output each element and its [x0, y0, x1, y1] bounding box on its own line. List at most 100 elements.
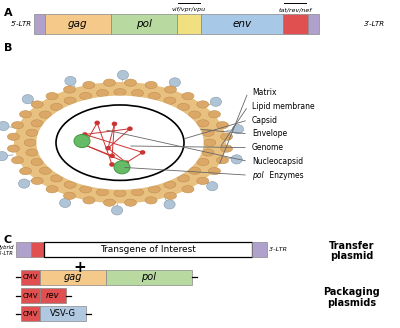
- Text: gag: gag: [64, 273, 82, 282]
- Ellipse shape: [204, 139, 216, 146]
- Ellipse shape: [216, 122, 228, 129]
- Text: CMV: CMV: [23, 311, 38, 317]
- Circle shape: [22, 94, 33, 104]
- Ellipse shape: [80, 92, 92, 100]
- Ellipse shape: [46, 92, 58, 100]
- Text: pol: pol: [252, 171, 264, 180]
- Text: Packaging: Packaging: [324, 287, 380, 297]
- Ellipse shape: [145, 197, 157, 204]
- Ellipse shape: [208, 111, 220, 118]
- Text: vif/vpr/vpu: vif/vpr/vpu: [172, 8, 206, 12]
- Ellipse shape: [124, 79, 136, 86]
- Ellipse shape: [197, 101, 209, 108]
- Text: Genome: Genome: [252, 143, 284, 152]
- Text: Lipid membrane: Lipid membrane: [252, 102, 315, 111]
- Circle shape: [60, 198, 71, 208]
- Circle shape: [124, 160, 129, 165]
- Ellipse shape: [202, 129, 214, 136]
- Ellipse shape: [189, 111, 201, 118]
- Circle shape: [232, 125, 244, 134]
- Text: CMV: CMV: [23, 275, 38, 280]
- Text: pol: pol: [136, 19, 152, 29]
- Ellipse shape: [83, 81, 95, 89]
- Ellipse shape: [178, 175, 190, 182]
- Text: Matrix: Matrix: [252, 88, 276, 97]
- Bar: [40, 306, 86, 321]
- Circle shape: [112, 122, 117, 126]
- Ellipse shape: [31, 177, 43, 185]
- Text: 3′-LTR: 3′-LTR: [364, 21, 385, 27]
- Ellipse shape: [148, 186, 160, 193]
- Ellipse shape: [26, 129, 38, 136]
- Text: gag: gag: [68, 19, 88, 29]
- Bar: [283, 14, 308, 34]
- Circle shape: [169, 78, 180, 87]
- Ellipse shape: [164, 86, 176, 93]
- Bar: [40, 270, 106, 285]
- Circle shape: [0, 121, 9, 131]
- Text: pol: pol: [142, 273, 156, 282]
- Ellipse shape: [132, 90, 144, 97]
- Bar: [40, 288, 66, 303]
- Ellipse shape: [132, 189, 144, 196]
- Bar: [308, 14, 319, 34]
- Text: Transfer: Transfer: [329, 241, 375, 251]
- Circle shape: [74, 134, 90, 148]
- Circle shape: [207, 182, 218, 191]
- Circle shape: [109, 154, 115, 158]
- Ellipse shape: [164, 192, 176, 199]
- Ellipse shape: [104, 79, 116, 86]
- Ellipse shape: [31, 158, 43, 166]
- Circle shape: [0, 152, 8, 161]
- Ellipse shape: [64, 86, 76, 93]
- Ellipse shape: [64, 192, 76, 199]
- Ellipse shape: [8, 145, 20, 152]
- Circle shape: [127, 126, 133, 131]
- Bar: [111, 14, 177, 34]
- Ellipse shape: [50, 175, 62, 182]
- Text: Transgene of Interest: Transgene of Interest: [100, 245, 196, 254]
- Bar: [45, 14, 111, 34]
- Ellipse shape: [39, 167, 51, 174]
- Ellipse shape: [220, 145, 232, 152]
- Ellipse shape: [197, 120, 209, 127]
- Bar: [106, 270, 192, 285]
- Circle shape: [231, 155, 242, 164]
- Text: Envelope: Envelope: [252, 129, 287, 138]
- Circle shape: [105, 146, 111, 151]
- Text: plasmids: plasmids: [328, 298, 376, 308]
- Text: Nucleocapsid: Nucleocapsid: [252, 157, 303, 166]
- Ellipse shape: [216, 156, 228, 164]
- Text: Hybrid: Hybrid: [0, 245, 14, 250]
- Text: Enzymes: Enzymes: [267, 171, 304, 180]
- Circle shape: [117, 71, 128, 80]
- Circle shape: [112, 206, 123, 215]
- Text: +: +: [74, 260, 86, 276]
- Ellipse shape: [46, 186, 58, 193]
- Bar: [44, 242, 252, 257]
- Ellipse shape: [145, 81, 157, 89]
- Ellipse shape: [124, 199, 136, 206]
- Ellipse shape: [178, 103, 190, 111]
- Circle shape: [18, 179, 30, 188]
- Bar: [34, 14, 45, 34]
- Text: CMV: CMV: [23, 293, 38, 298]
- Circle shape: [82, 132, 88, 137]
- Circle shape: [65, 76, 76, 86]
- Ellipse shape: [164, 181, 176, 188]
- Ellipse shape: [114, 190, 126, 197]
- Circle shape: [109, 162, 115, 167]
- Ellipse shape: [220, 133, 232, 140]
- Text: plasmid: plasmid: [330, 251, 374, 260]
- Ellipse shape: [202, 149, 214, 156]
- Text: Capsid: Capsid: [252, 115, 278, 125]
- Bar: [21, 288, 40, 303]
- Ellipse shape: [24, 139, 36, 146]
- Text: 3′-LTR: 3′-LTR: [269, 247, 288, 252]
- Ellipse shape: [36, 96, 204, 190]
- Ellipse shape: [12, 156, 24, 164]
- Ellipse shape: [8, 133, 20, 140]
- Text: 5′-LTR: 5′-LTR: [0, 251, 14, 256]
- Text: tat/rev/nef: tat/rev/nef: [279, 8, 312, 12]
- Ellipse shape: [26, 149, 38, 156]
